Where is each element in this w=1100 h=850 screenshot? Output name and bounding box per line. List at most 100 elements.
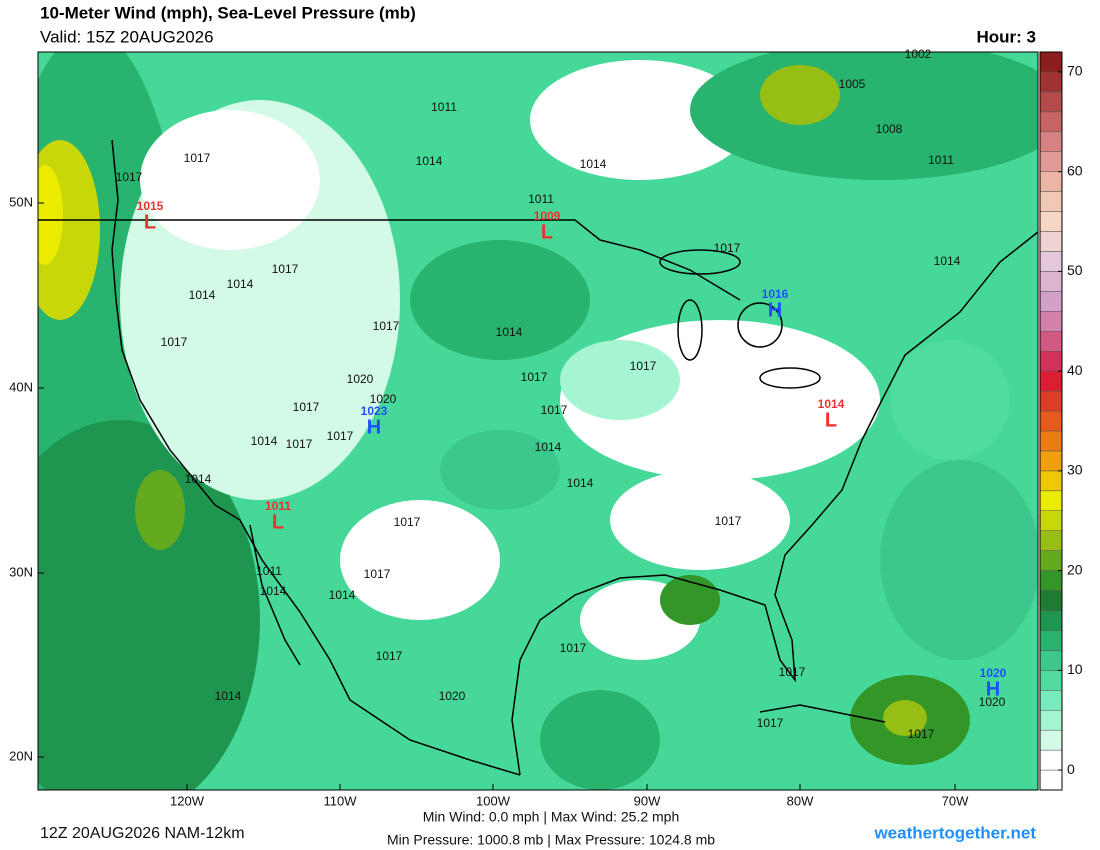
isobar-label: 1017 <box>560 641 587 655</box>
isobar-label: 1020 <box>370 392 397 406</box>
colorbar-tick-label: 70 <box>1067 63 1083 79</box>
isobar-label: 1017 <box>286 437 313 451</box>
isobar-label: 1017 <box>908 727 935 741</box>
isobar-label: 1017 <box>327 429 354 443</box>
isobar-label: 1002 <box>905 47 932 61</box>
colorbar-bin <box>1039 370 1063 392</box>
colorbar-bin <box>1039 470 1063 492</box>
colorbar-bin <box>1039 51 1063 73</box>
colorbar-bin <box>1039 749 1063 771</box>
colorbar-bin <box>1039 430 1063 452</box>
colorbar-bin <box>1039 390 1063 412</box>
isobar-label: 1020 <box>439 689 466 703</box>
isobar-label: 1014 <box>416 154 443 168</box>
colorbar-bin <box>1039 510 1063 531</box>
colorbar-tick-label: 60 <box>1067 162 1083 178</box>
colorbar-bin <box>1039 450 1063 472</box>
colorbar-bin <box>1039 151 1063 172</box>
title: 10-Meter Wind (mph), Sea-Level Pressure … <box>40 3 416 22</box>
isobar-label: 1020 <box>347 372 374 386</box>
isobar-label: 1005 <box>839 77 866 91</box>
isobar-label: 1011 <box>256 564 282 578</box>
isobar-label: 1014 <box>496 325 523 339</box>
isobar-label: 1017 <box>714 241 741 255</box>
center-pressure: 1023 <box>361 404 388 418</box>
colorbar-bin <box>1039 729 1063 751</box>
colorbar-bin <box>1039 670 1063 691</box>
colorbar-bin <box>1039 291 1063 312</box>
colorbar-bin <box>1039 690 1063 711</box>
isobar-label: 1014 <box>185 472 212 486</box>
isobar-label: 1014 <box>567 476 594 490</box>
colorbar-bin <box>1039 709 1063 731</box>
colorbar-bin <box>1039 769 1063 791</box>
lon-label: 100W <box>476 793 511 808</box>
colorbar-bin <box>1039 590 1063 611</box>
isobar-label: 1017 <box>116 170 143 184</box>
colorbar-tick-label: 0 <box>1067 761 1075 777</box>
colorbar-frame <box>1039 51 1063 791</box>
colorbar-bin <box>1039 350 1063 372</box>
isobar-label: 1017 <box>376 649 403 663</box>
isobar-label: 1017 <box>293 400 320 414</box>
lat-label: 40N <box>9 379 33 394</box>
center-letter: L <box>541 221 553 243</box>
colorbar-bin <box>1039 91 1063 113</box>
center-pressure: 1011 <box>265 499 291 513</box>
colorbar-bin <box>1039 211 1063 232</box>
isobar-label: 1020 <box>979 695 1006 709</box>
lon-label: 80W <box>787 793 814 808</box>
colorbar-bin <box>1039 570 1063 591</box>
colorbar-bin <box>1039 231 1063 252</box>
lon-label: 120W <box>170 793 205 808</box>
colorbar-tick-label: 40 <box>1067 362 1083 378</box>
center-letter: L <box>825 409 837 431</box>
isobar-label: 1017 <box>779 665 806 679</box>
forecast-hour: Hour: 3 <box>977 27 1037 46</box>
colorbar-tick-label: 10 <box>1067 661 1083 677</box>
lat-label: 20N <box>9 748 33 763</box>
map-field <box>38 52 1038 790</box>
colorbar-bin <box>1039 71 1063 93</box>
isobar-label: 1017 <box>757 716 784 730</box>
isobar-label: 1017 <box>630 359 657 373</box>
colorbar-bin <box>1039 650 1063 671</box>
isobar-label: 1017 <box>541 403 568 417</box>
isobar-label: 1017 <box>161 335 188 349</box>
isobar-label: 1017 <box>364 567 391 581</box>
center-letter: H <box>768 299 782 321</box>
isobar-label: 1014 <box>535 440 562 454</box>
colorbar-bin <box>1039 550 1063 571</box>
center-letter: L <box>144 211 156 233</box>
center-letter: L <box>272 511 284 533</box>
isobar-label: 1011 <box>431 100 457 114</box>
isobar-label: 1017 <box>715 514 742 528</box>
center-pressure: 1015 <box>137 199 164 213</box>
center-pressure: 1016 <box>762 287 789 301</box>
isobar-label: 1014 <box>189 288 216 302</box>
isobar-label: 1008 <box>876 122 903 136</box>
model-run: 12Z 20AUG2026 NAM-12km <box>40 825 245 842</box>
colorbar-bin <box>1039 251 1063 272</box>
colorbar-bin <box>1039 330 1063 352</box>
isobar-label: 1011 <box>528 192 554 206</box>
center-letter: H <box>367 416 381 438</box>
isobar-label: 1014 <box>227 277 254 291</box>
colorbar-bin <box>1039 610 1063 631</box>
isobar-label: 1017 <box>394 515 421 529</box>
map-labels: 50N 40N 30N 20N 120W 110W 100W 90W 80W 70W 1002 100… <box>9 47 1007 808</box>
colorbar-bin <box>1039 410 1063 432</box>
isobar-label: 1014 <box>215 689 242 703</box>
isobar-label: 1014 <box>251 434 278 448</box>
colorbar-tick-label: 30 <box>1067 462 1083 478</box>
colorbar-bin <box>1039 630 1063 651</box>
isobar-label: 1017 <box>521 370 548 384</box>
colorbar-bin <box>1039 530 1063 551</box>
isobar-label: 1014 <box>329 588 356 602</box>
isobar-label: 1014 <box>260 584 287 598</box>
valid-time: Valid: 15Z 20AUG2026 <box>40 27 214 46</box>
lon-label: 70W <box>942 793 969 808</box>
site-name: weathertogether.net <box>873 823 1036 842</box>
isobar-label: 1014 <box>580 157 607 171</box>
colorbar-tick-label: 50 <box>1067 262 1083 278</box>
